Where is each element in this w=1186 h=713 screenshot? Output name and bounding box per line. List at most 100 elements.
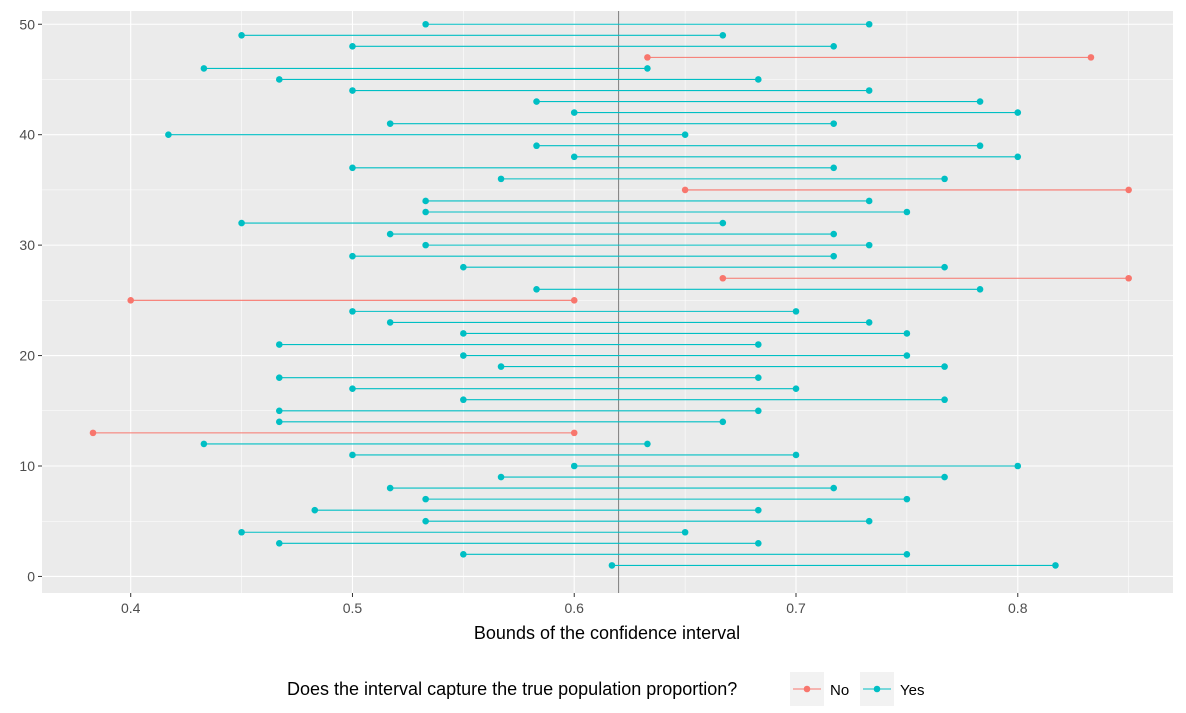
interval-upper-point [865,241,873,249]
interval-37 [349,164,837,172]
interval-13 [89,429,578,437]
legend-key-point [873,685,881,693]
interval-upper-point [755,76,762,83]
x-axis-title: Bounds of the confidence interval [474,623,740,643]
interval-upper-point [681,528,689,536]
interval-upper-point [644,65,651,72]
interval-upper-point [830,230,837,238]
interval-lower-point [275,418,283,426]
interval-upper-point [830,484,837,492]
interval-43 [533,98,984,105]
interval-35 [681,186,1132,194]
legend-entries: No Yes [790,672,924,706]
y-tick-label: 50 [19,16,35,32]
interval-upper-point [792,385,800,392]
interval-44 [349,87,873,94]
x-axis-ticks: 0.4 0.5 0.6 0.7 0.8 [121,593,1028,616]
interval-lower-point [533,98,540,105]
interval-upper-point [1125,186,1132,194]
interval-3 [275,540,762,547]
interval-upper-point [719,31,727,39]
interval-lower-point [200,65,208,72]
interval-29 [349,252,837,260]
interval-upper-point [941,263,948,271]
interval-lower-point [349,164,356,172]
interval-upper-point [1014,153,1022,161]
interval-upper-point [1014,109,1022,116]
interval-lower-point [89,429,97,437]
interval-lower-point [533,142,540,150]
interval-upper-point [792,451,800,459]
interval-upper-point [941,396,948,404]
interval-32 [238,219,727,227]
interval-lower-point [719,274,727,282]
y-axis-ticks: 0 10 20 30 40 50 [19,16,42,584]
interval-lower-point [165,131,172,138]
interval-lower-point [460,396,467,404]
interval-1 [608,562,1059,569]
interval-upper-point [1014,462,1022,470]
interval-lower-point [460,263,467,271]
legend: Does the interval capture the true popul… [287,672,924,706]
interval-30 [422,241,873,249]
interval-segments [89,20,1132,569]
interval-lower-point [386,484,394,492]
x-tick-label: 0.5 [343,600,363,616]
interval-lower-point [349,87,356,94]
interval-9 [497,473,948,481]
interval-15 [275,407,762,415]
interval-upper-point [830,43,837,50]
y-tick-label: 10 [19,458,35,474]
interval-lower-point [570,462,578,470]
interval-39 [533,142,984,150]
interval-14 [275,418,727,426]
interval-upper-point [865,319,873,326]
interval-upper-point [830,120,837,127]
interval-lower-point [422,241,429,249]
interval-7 [422,495,911,503]
legend-label: Yes [900,682,924,699]
interval-upper-point [865,517,873,525]
interval-upper-point [755,407,762,415]
interval-22 [460,330,911,337]
interval-45 [275,76,762,83]
interval-upper-point [570,297,578,304]
interval-lower-point [349,252,356,260]
interval-5 [422,517,873,525]
interval-25 [127,297,578,304]
legend-entry-yes: Yes [860,672,924,706]
y-tick-label: 30 [19,237,35,253]
interval-upper-point [792,308,800,315]
interval-lower-point [275,540,283,547]
interval-lower-point [681,186,689,194]
interval-28 [460,263,948,271]
interval-17 [349,385,800,392]
interval-upper-point [755,540,762,547]
interval-lower-point [422,495,429,503]
legend-key-point [803,685,811,693]
interval-21 [275,341,762,348]
interval-18 [275,374,762,381]
interval-upper-point [1125,274,1132,282]
interval-26 [533,285,984,293]
interval-upper-point [755,374,762,381]
interval-10 [570,462,1022,470]
interval-upper-point [903,551,911,558]
y-tick-label: 20 [19,348,35,364]
interval-50 [422,20,873,28]
interval-upper-point [903,352,911,359]
interval-upper-point [719,219,727,227]
interval-lower-point [386,319,394,326]
interval-lower-point [238,528,245,536]
interval-36 [497,175,948,183]
interval-2 [460,551,911,558]
interval-upper-point [941,175,948,183]
x-tick-label: 0.6 [565,600,585,616]
interval-34 [422,197,873,205]
interval-upper-point [976,98,984,105]
interval-lower-point [386,120,394,127]
x-tick-label: 0.8 [1008,600,1028,616]
interval-upper-point [903,330,911,337]
plot-panel [42,11,1173,593]
